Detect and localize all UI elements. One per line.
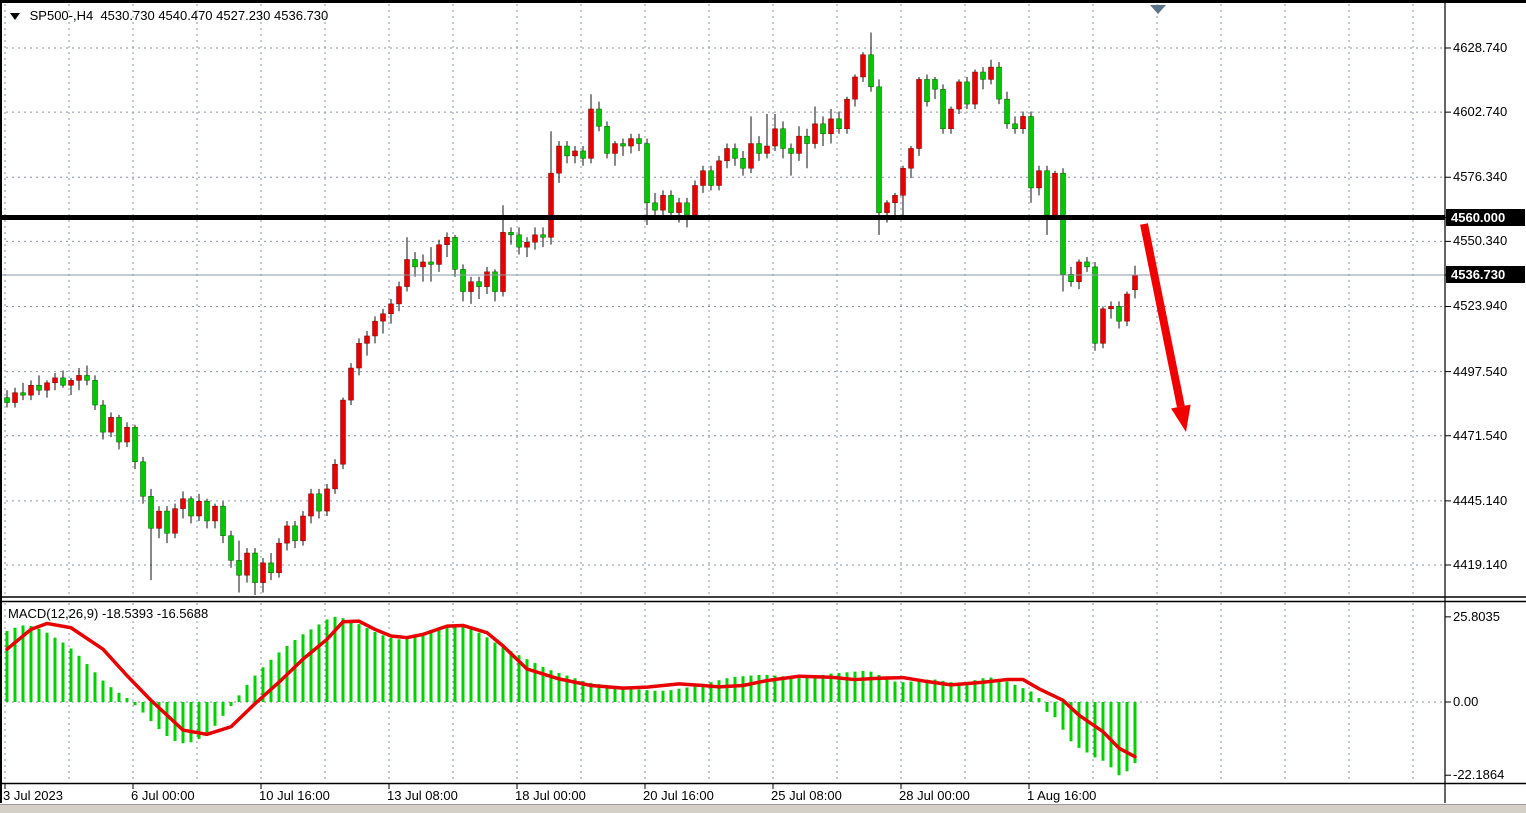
indicator-main-value: -18.5393 [101, 606, 154, 621]
indicator-signal-value: -16.5688 [156, 606, 209, 621]
symbol-period: SP500-,H4 [29, 8, 94, 23]
time-axis-label: 28 Jul 00:00 [899, 788, 970, 803]
price-axis-label: 4602.740 [1453, 104, 1508, 120]
trend-arrow-annotation[interactable] [1140, 223, 1191, 432]
chart-end-marker-icon [1150, 5, 1166, 14]
price-axis-label: 4576.340 [1453, 169, 1508, 185]
symbol-dropdown-icon[interactable] [10, 13, 20, 20]
candlestick-series [4, 32, 1138, 595]
ohlc-open: 4530.730 [100, 8, 155, 23]
indicator-name: MACD(12,26,9) [8, 606, 99, 621]
price-tag: 4560.000 [1446, 209, 1525, 227]
time-axis-label: 1 Aug 16:00 [1027, 788, 1097, 803]
price-axis-label: 4628.740 [1453, 40, 1508, 55]
price-axis-label: 4471.540 [1453, 427, 1508, 443]
macd-axis-label: 0.00 [1453, 694, 1479, 709]
price-axis-label: 4445.140 [1453, 492, 1508, 508]
ohlc-close: 4536.730 [274, 8, 329, 23]
macd-axis-label: 25.8035 [1453, 608, 1500, 624]
window-bottom-edge [0, 804, 1526, 813]
time-axis-label: 10 Jul 16:00 [259, 788, 330, 803]
time-axis-label: 3 Jul 2023 [3, 788, 63, 803]
time-axis-label: 25 Jul 08:00 [771, 788, 842, 803]
price-axis-label: 4550.340 [1453, 233, 1508, 249]
chart-header: SP500-,H4 4530.730 4540.470 4527.230 453… [10, 8, 328, 24]
macd-signal-line [5, 619, 1137, 759]
ohlc-low: 4527.230 [216, 8, 271, 23]
price-tag: 4536.730 [1446, 266, 1525, 284]
time-axis-label: 20 Jul 16:00 [643, 788, 714, 803]
indicator-label: MACD(12,26,9) -18.5393 -16.5688 [8, 606, 208, 622]
ohlc-high: 4540.470 [158, 8, 213, 23]
price-axis-label: 4419.140 [1453, 556, 1508, 572]
macd-axis-label: -22.1864 [1453, 767, 1505, 783]
time-axis-label: 13 Jul 08:00 [387, 788, 458, 803]
gridlines [0, 4, 1445, 783]
macd-histogram [5, 616, 1137, 776]
price-axis-label: 4497.540 [1453, 363, 1508, 379]
price-axis-label: 4523.940 [1453, 298, 1508, 314]
time-axis-label: 6 Jul 00:00 [131, 788, 195, 803]
time-axis-label: 18 Jul 00:00 [515, 788, 586, 803]
